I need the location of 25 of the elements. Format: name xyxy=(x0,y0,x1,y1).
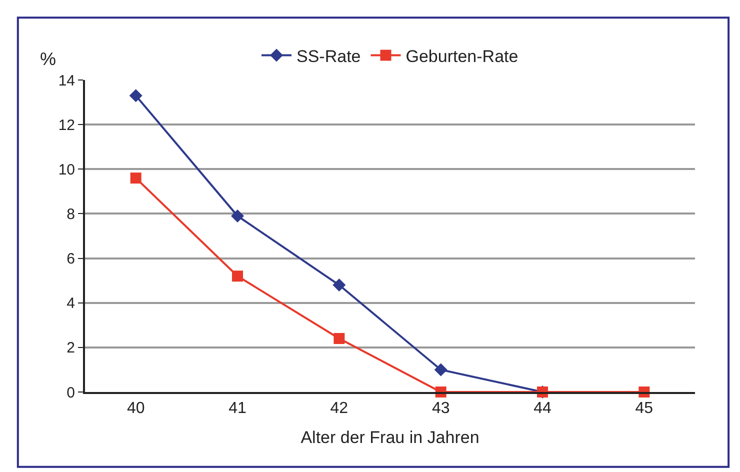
y-axis-title: % xyxy=(40,49,56,69)
y-tick-label: 2 xyxy=(66,340,75,357)
y-tick-label: 0 xyxy=(66,384,75,402)
point xyxy=(434,363,448,376)
y-tick-label: 10 xyxy=(58,161,75,178)
point xyxy=(332,278,346,292)
y-tick-label: 12 xyxy=(58,116,75,134)
point xyxy=(334,333,345,344)
point xyxy=(232,270,243,282)
x-tick-label: 45 xyxy=(635,400,654,418)
x-axis-title: Alter der Frau in Jahren xyxy=(300,428,480,448)
x-tick-label: 40 xyxy=(126,400,145,418)
y-tick-label: 4 xyxy=(66,295,75,312)
y-tick-label: 6 xyxy=(66,250,75,268)
legend-label: SS-Rate xyxy=(296,46,361,66)
x-tick-label: 44 xyxy=(534,400,552,418)
point xyxy=(130,172,142,184)
point xyxy=(231,209,244,222)
y-tick-label: 14 xyxy=(58,72,75,90)
x-tick-label: 42 xyxy=(330,400,348,418)
x-tick-label: 41 xyxy=(228,400,246,418)
x-tick-label: 43 xyxy=(432,400,450,418)
y-tick-label: 8 xyxy=(66,206,75,223)
legend-label: Geburten-Rate xyxy=(406,46,518,66)
point xyxy=(129,89,142,102)
